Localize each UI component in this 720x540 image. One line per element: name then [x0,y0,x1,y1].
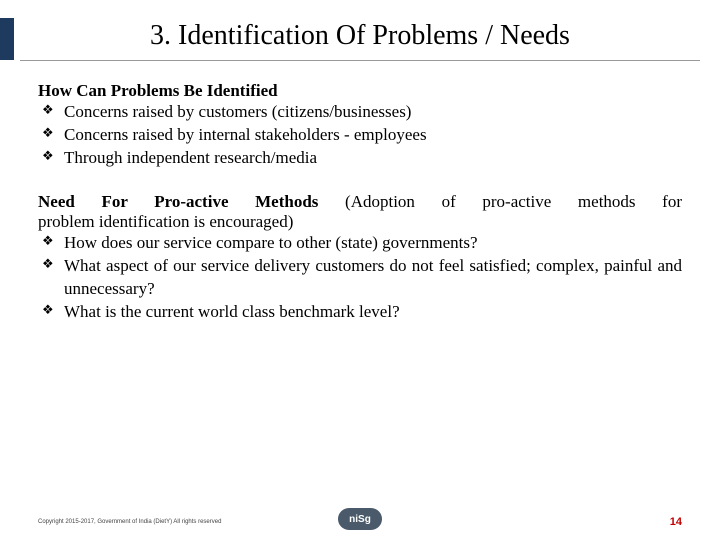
section-2-note-1: (Adoption of pro-active methods for [318,192,682,211]
section-1-heading: How Can Problems Be Identified [38,81,278,100]
section-1: How Can Problems Be Identified Concerns … [38,81,682,170]
slide-title: 3. Identification Of Problems / Needs [0,0,720,60]
logo-badge: niSg [338,508,382,530]
copyright-text: Copyright 2015-2017, Government of India… [38,519,221,525]
page-number: 14 [670,516,682,528]
section-2-heading: Need For Pro-active Methods [38,192,318,211]
list-item: How does our service compare to other (s… [38,232,682,255]
section-2: Need For Pro-active Methods (Adoption of… [38,192,682,324]
list-item: What is the current world class benchmar… [38,301,682,324]
title-divider [20,60,700,61]
list-item: Through independent research/media [38,147,682,170]
section-2-list: How does our service compare to other (s… [38,232,682,324]
list-item: Concerns raised by customers (citizens/b… [38,101,682,124]
list-item: What aspect of our service delivery cust… [38,255,682,301]
content-area: How Can Problems Be Identified Concerns … [0,81,720,324]
logo-text: niSg [349,514,371,525]
section-1-list: Concerns raised by customers (citizens/b… [38,101,682,170]
list-item: Concerns raised by internal stakeholders… [38,124,682,147]
section-2-note-2: problem identification is encouraged) [38,212,682,232]
accent-bar [0,18,14,60]
